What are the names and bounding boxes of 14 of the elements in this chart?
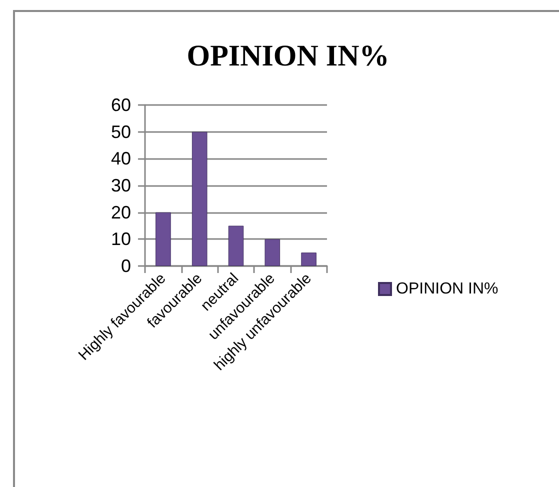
bar bbox=[264, 239, 280, 266]
bar bbox=[192, 132, 208, 266]
legend-label: OPINION IN% bbox=[396, 280, 498, 298]
y-tick-label: 50 bbox=[110, 122, 131, 142]
y-tick-label: 20 bbox=[110, 202, 131, 222]
bar bbox=[228, 226, 244, 266]
y-tick-label: 0 bbox=[120, 256, 131, 276]
y-tick-label: 40 bbox=[110, 148, 131, 169]
y-tick-label: 60 bbox=[110, 95, 131, 115]
chart-title: OPINION IN% bbox=[186, 40, 390, 72]
y-tick-label: 30 bbox=[110, 176, 131, 196]
y-tick-label: 10 bbox=[110, 229, 131, 250]
bar bbox=[156, 212, 171, 266]
bar bbox=[301, 252, 316, 266]
